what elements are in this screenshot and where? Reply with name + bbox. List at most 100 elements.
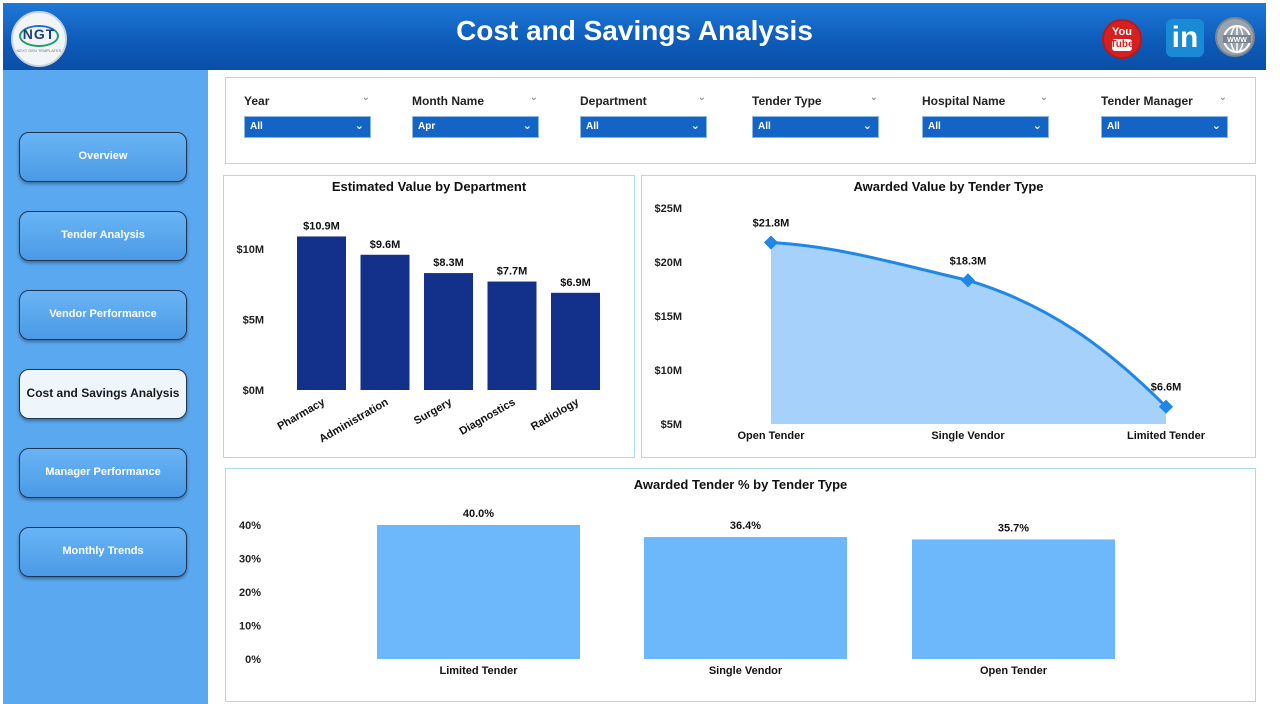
y-tick-label: 30% (239, 554, 261, 566)
chevron-down-icon[interactable]: ⌄ (529, 92, 538, 103)
chevron-down-icon: ⌄ (522, 120, 532, 132)
dept-bar (360, 254, 410, 390)
hospital-dropdown[interactable]: All ⌄ (922, 116, 1049, 138)
data-label: $7.7M (497, 266, 528, 278)
chevron-down-icon[interactable]: ⌄ (869, 92, 878, 103)
year-dropdown[interactable]: All ⌄ (244, 116, 371, 138)
filter-tender-type: Tender Type ⌄ All ⌄ (752, 92, 880, 142)
y-tick-label: 10% (239, 621, 261, 633)
y-tick-label: $10M (654, 365, 682, 377)
globe-icon[interactable]: WWW (1215, 17, 1255, 57)
awarded-value-panel: Awarded Value by Tender Type $5M $10M $15M… (641, 175, 1256, 458)
awarded-pct-bar-chart: 0% 10% 20% 30% 40% 40.0% Limited Tender 36.4% Si… (239, 508, 1115, 677)
chevron-down-icon: ⌄ (862, 120, 872, 132)
dept-bar (424, 273, 473, 390)
tender-type-dropdown-value: All (758, 121, 771, 132)
chevron-down-icon[interactable]: ⌄ (361, 92, 370, 103)
awarded-pct-chart-title: Awarded Tender % by Tender Type (633, 477, 848, 492)
dept-bar (551, 292, 600, 390)
x-tick-label: Open Tender (980, 665, 1048, 677)
dept-bar (297, 236, 346, 390)
data-label: 36.4% (730, 520, 761, 532)
data-label: $18.3M (950, 255, 987, 267)
filter-tender-type-label: Tender Type (752, 94, 822, 108)
chevron-down-icon[interactable]: ⌄ (697, 92, 706, 103)
data-point-marker (1158, 399, 1174, 414)
data-label: $8.3M (433, 257, 464, 269)
tender-manager-dropdown[interactable]: All ⌄ (1101, 116, 1228, 138)
month-dropdown[interactable]: Apr ⌄ (412, 116, 539, 138)
data-label: $21.8M (753, 218, 790, 230)
youtube-label-bg (1112, 39, 1132, 51)
y-tick-label: 0% (245, 654, 261, 666)
data-point-marker (960, 273, 976, 288)
chevron-down-icon: ⌄ (1032, 120, 1042, 132)
youtube-label-bottom: Tube (1110, 39, 1134, 50)
x-tick-label: Single Vendor (709, 665, 783, 677)
department-dropdown[interactable]: All ⌄ (580, 116, 707, 138)
y-tick-label: 40% (239, 520, 261, 532)
hospital-dropdown-value: All (928, 121, 941, 132)
globe-icon-graphic: WWW (1223, 25, 1251, 53)
filter-year: Year ⌄ All ⌄ (244, 92, 372, 142)
filter-year-label: Year (244, 94, 270, 108)
y-tick-label: $15M (654, 311, 682, 323)
y-tick-label: $0M (243, 385, 264, 397)
nav-manager-performance-button[interactable]: Manager Performance (19, 448, 187, 498)
logo-subtext: NEXT GEN TEMPLATES (16, 48, 62, 53)
data-label: 35.7% (998, 522, 1029, 534)
linkedin-icon[interactable]: in (1166, 19, 1204, 57)
filter-tender-manager-label: Tender Manager (1101, 94, 1193, 108)
awarded-value-chart-title: Awarded Value by Tender Type (853, 179, 1044, 194)
youtube-icon[interactable]: You Tube (1102, 19, 1142, 59)
dept-bar-chart: $0M $5M $10M $10.9M Pharmacy $9.6M Administrat… (236, 220, 600, 445)
area-fill (771, 242, 1166, 424)
tender-manager-dropdown-value: All (1107, 121, 1120, 132)
y-tick-label: $5M (661, 419, 682, 431)
filter-month: Month Name ⌄ Apr ⌄ (412, 92, 540, 142)
x-tick-label: Limited Tender (1127, 430, 1206, 442)
x-tick-label: Radiology (529, 396, 582, 433)
x-tick-label: Single Vendor (931, 430, 1005, 442)
filter-panel: Year ⌄ All ⌄ Month Name ⌄ Apr ⌄ Department… (225, 77, 1256, 164)
dept-chart-title: Estimated Value by Department (331, 179, 527, 194)
nav-overview-button[interactable]: Overview (19, 132, 187, 182)
tender-type-dropdown[interactable]: All ⌄ (752, 116, 879, 138)
logo-text: NGT (22, 26, 56, 42)
month-dropdown-value: Apr (418, 121, 436, 132)
nav-vendor-performance-button[interactable]: Vendor Performance (19, 290, 187, 340)
pct-bar (377, 525, 580, 659)
youtube-label-top: You (1112, 26, 1132, 38)
nav-tender-analysis-button[interactable]: Tender Analysis (19, 211, 187, 261)
department-dropdown-value: All (586, 121, 599, 132)
x-tick-label: Open Tender (737, 430, 805, 442)
chevron-down-icon: ⌄ (354, 120, 364, 132)
pct-bar (912, 539, 1115, 659)
awarded-pct-panel: Awarded Tender % by Tender Type 0% 10% 20%… (225, 468, 1256, 702)
chevron-down-icon[interactable]: ⌄ (1039, 92, 1048, 103)
nav-cost-savings-button[interactable]: Cost and Savings Analysis (19, 369, 187, 419)
chevron-down-icon: ⌄ (1211, 120, 1221, 132)
chevron-down-icon: ⌄ (690, 120, 700, 132)
nav-monthly-trends-button[interactable]: Monthly Trends (19, 527, 187, 577)
data-label: $6.6M (1151, 382, 1182, 394)
dept-value-panel: Estimated Value by Department $0M $5M $10M… (223, 175, 635, 458)
ngt-logo: NGT NEXT GEN TEMPLATES (11, 11, 67, 67)
y-tick-label: 20% (239, 587, 261, 599)
svg-text:WWW: WWW (1227, 37, 1247, 44)
y-tick-label: $10M (236, 244, 264, 256)
x-tick-label: Limited Tender (439, 665, 518, 677)
year-dropdown-value: All (250, 121, 263, 132)
filter-month-label: Month Name (412, 94, 484, 108)
chevron-down-icon[interactable]: ⌄ (1218, 92, 1227, 103)
data-point-marker (763, 235, 779, 250)
page-title: Cost and Savings Analysis (456, 15, 813, 46)
y-tick-label: $25M (654, 203, 682, 215)
data-label: $9.6M (370, 239, 401, 251)
filter-hospital: Hospital Name ⌄ All ⌄ (922, 92, 1050, 142)
y-tick-label: $20M (654, 257, 682, 269)
pct-bar (644, 537, 847, 659)
filter-department: Department ⌄ All ⌄ (580, 92, 708, 142)
filter-tender-manager: Tender Manager ⌄ All ⌄ (1101, 92, 1229, 142)
logo-ring-icon (19, 25, 59, 47)
